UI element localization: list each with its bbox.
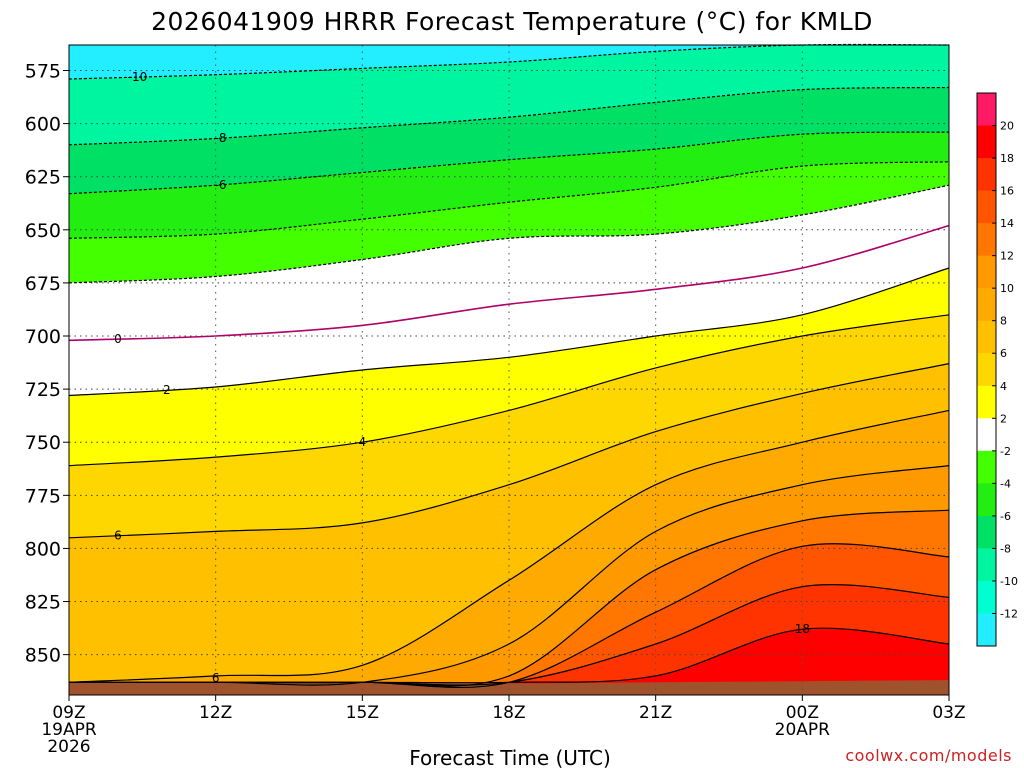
x-tick-label-12Z: 12Z: [199, 703, 232, 723]
colorbar-label-14: 14: [1000, 217, 1014, 230]
colorbar-label-12: 12: [1000, 250, 1014, 263]
colorbar-label-18: 18: [1000, 152, 1014, 165]
colorbar-label-2: 2: [1000, 412, 1007, 425]
filled-contours: [69, 44, 949, 695]
y-tick-label-800: 800: [25, 538, 61, 560]
isotherm-0: [68, 224, 950, 342]
colorbar-swatch-12_14: [977, 223, 996, 257]
y-tick-label-850: 850: [25, 645, 61, 667]
y-tick-label-725: 725: [25, 379, 61, 401]
contour-label-2: 2: [163, 383, 171, 397]
contour-label-0: 0: [114, 332, 122, 346]
colorbar-swatch-16_18: [977, 158, 996, 192]
isotherm--6: [68, 131, 950, 195]
contour-label--6: -6: [215, 178, 227, 192]
y-tick-label-825: 825: [25, 592, 61, 614]
isotherm-8: [68, 409, 950, 683]
colorbar-label--2: -2: [1000, 445, 1011, 458]
colorbar-swatch-10_12: [977, 255, 996, 289]
colorbar-label-8: 8: [1000, 315, 1007, 328]
colorbar-frame: [976, 92, 997, 647]
x-date-label-00Z: 20APR: [775, 720, 831, 740]
colorbar-swatch--2_2: [977, 418, 996, 452]
colorbar: 20 18 16 14 12 10 8 6 4 2 -2 -4 -6 -8 -10 -12: [976, 92, 1018, 647]
colorbar-swatch-8_10: [977, 288, 996, 322]
x-tick-label-09Z: 09Z: [52, 703, 85, 723]
colorbar-swatch-6_8: [977, 320, 996, 354]
colorbar-label-6: 6: [1000, 347, 1007, 360]
colorbar-swatch--8_-6: [977, 515, 996, 549]
colorbar-label-20: 20: [1000, 120, 1014, 133]
colorbar-swatch-below_-12: [977, 613, 996, 647]
x-date-label-09Z: 19APR: [41, 720, 97, 740]
colorbar-swatch--10_-8: [977, 548, 996, 582]
colorbar-label--10: -10: [1000, 575, 1018, 588]
y-tick-label-600: 600: [25, 114, 61, 136]
colorbar-swatch--6_-4: [977, 483, 996, 517]
colorbar-swatch--12_-10: [977, 580, 996, 614]
x-year-label-09Z: 2026: [47, 737, 90, 757]
contour-label-18: 18: [795, 622, 810, 636]
isotherm-6: [68, 363, 950, 539]
y-tick-label-675: 675: [25, 273, 61, 295]
isotherm-18: [68, 627, 950, 684]
colorbar-label-4: 4: [1000, 380, 1007, 393]
contour-label-6: 6: [114, 529, 122, 543]
contour-label--10: -10: [128, 70, 148, 84]
chart-title: 2026041909 HRRR Forecast Temperature (°C…: [151, 7, 873, 36]
isotherm--2: [68, 184, 950, 284]
isotherm-2: [68, 267, 950, 397]
x-axis-label: Forecast Time (UTC): [409, 746, 611, 768]
colorbar-label--4: -4: [1000, 477, 1011, 490]
x-tick-label-18Z: 18Z: [492, 703, 525, 723]
contour-label-6: 6: [212, 671, 220, 685]
colorbar-label-16: 16: [1000, 185, 1014, 198]
colorbar-swatch-2_4: [977, 385, 996, 419]
colorbar-label--12: -12: [1000, 607, 1018, 620]
contour-labels: -10 -8 -6 0 2 4 6 6 18: [114, 70, 810, 685]
colorbar-swatch-4_6: [977, 353, 996, 387]
x-tick-label-15Z: 15Z: [346, 703, 379, 723]
y-tick-label-625: 625: [25, 167, 61, 189]
isotherm-lines: [68, 43, 950, 689]
colorbar-label-10: 10: [1000, 282, 1014, 295]
isotherm--4: [68, 161, 950, 239]
colorbar-swatch-above_20: [977, 93, 996, 127]
ground-fill: [69, 680, 949, 695]
y-tick-label-575: 575: [25, 60, 61, 82]
y-tick-label-775: 775: [25, 485, 61, 507]
plot-frame: [68, 44, 950, 696]
colorbar-label--8: -8: [1000, 542, 1011, 555]
contour-label-4: 4: [359, 435, 367, 449]
y-tick-label-650: 650: [25, 220, 61, 242]
x-tick-label-21Z: 21Z: [639, 703, 672, 723]
y-tick-label-750: 750: [25, 432, 61, 454]
isotherm--8: [68, 86, 950, 146]
y-tick-label-700: 700: [25, 326, 61, 348]
x-tick-label-00Z: 00Z: [786, 703, 819, 723]
y-axis: 575 600 625 650 675 700 725 750 775 800 825 850: [25, 60, 69, 667]
colorbar-swatch-18_20: [977, 125, 996, 159]
x-tick-label-03Z: 03Z: [932, 703, 965, 723]
contour-label--8: -8: [215, 131, 227, 145]
colorbar-swatch-14_16: [977, 190, 996, 224]
isotherm--10: [68, 43, 950, 80]
colorbar-swatch--4_-2: [977, 450, 996, 484]
colorbar-label--6: -6: [1000, 510, 1011, 523]
credit-link[interactable]: coolwx.com/models: [845, 746, 1012, 765]
isotherm-4: [68, 314, 950, 467]
